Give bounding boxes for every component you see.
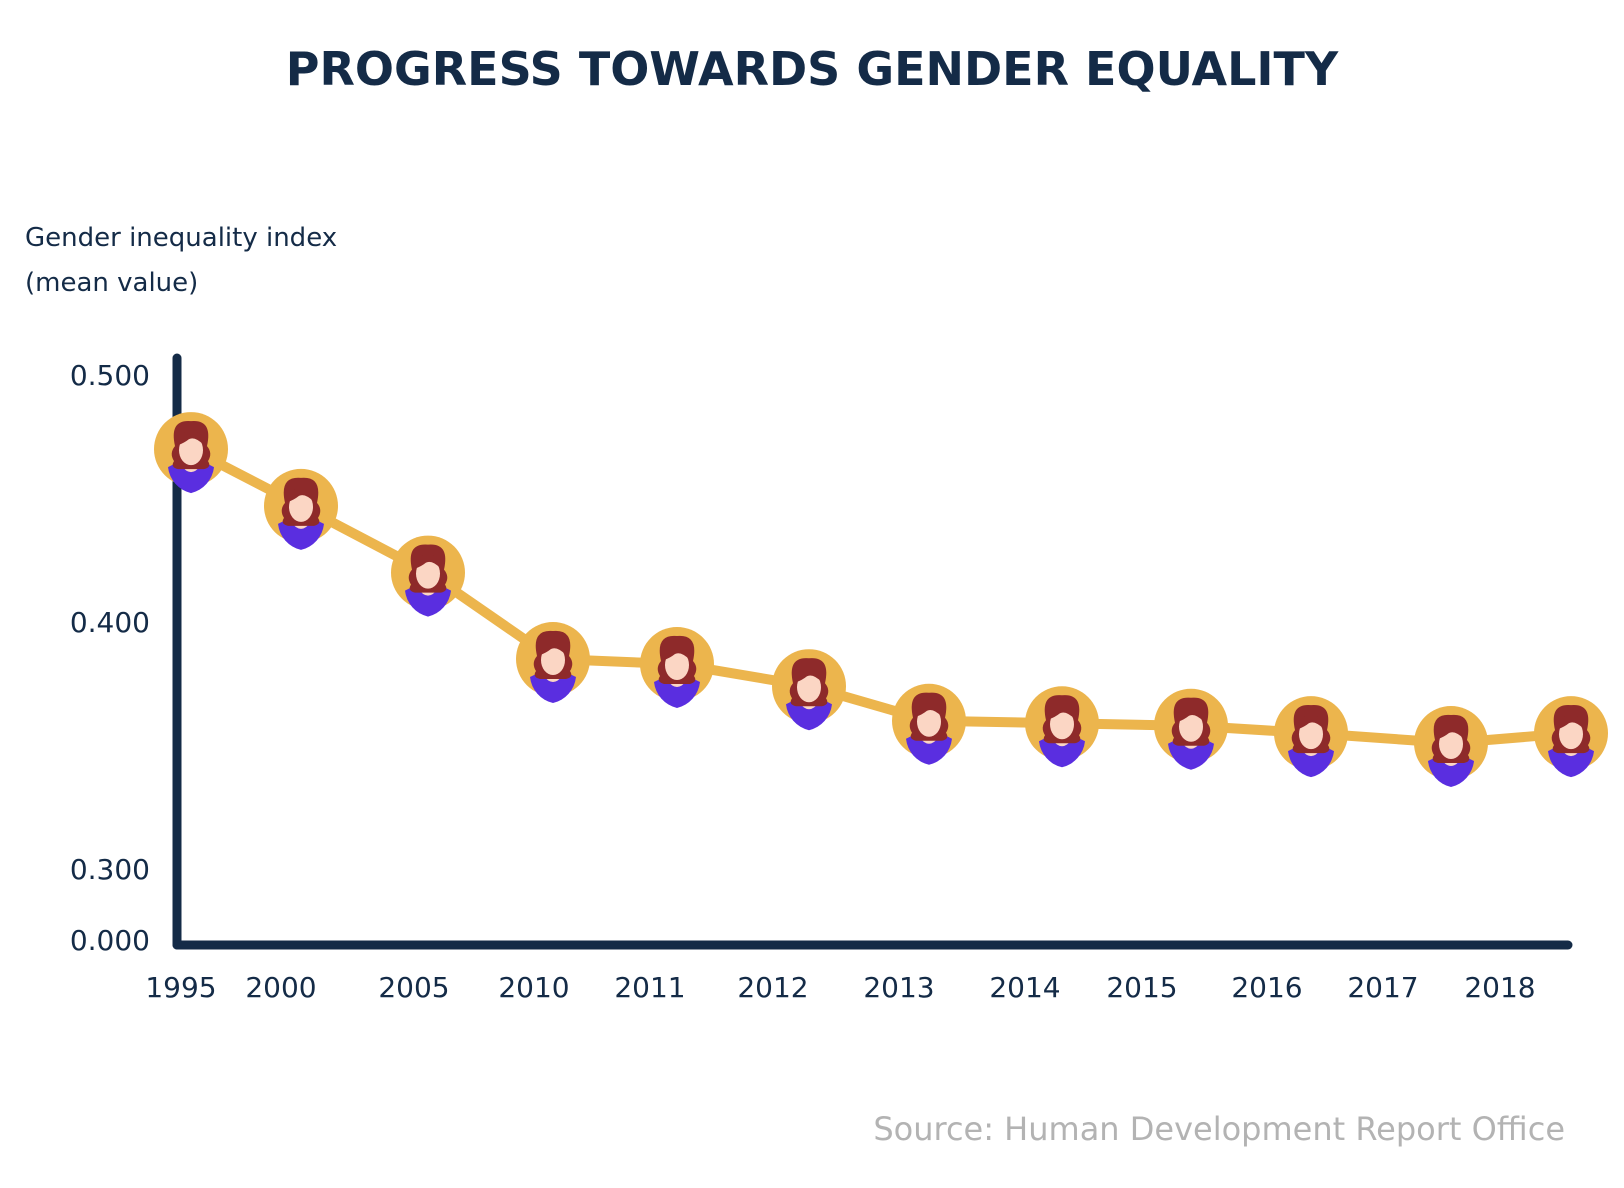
woman-avatar-icon — [772, 649, 846, 731]
x-tick-label: 2010 — [498, 971, 569, 1004]
woman-avatar-icon — [1534, 696, 1608, 778]
x-tick-label: 1995 — [145, 971, 216, 1004]
woman-avatar-icon — [1025, 686, 1099, 768]
axes — [172, 353, 1573, 950]
woman-avatar-icon — [892, 683, 966, 765]
woman-avatar-icon — [391, 535, 465, 617]
woman-avatar-icon — [1414, 706, 1488, 788]
x-tick-label: 2016 — [1231, 971, 1302, 1004]
series-line — [186, 444, 1576, 749]
woman-avatar-icon — [516, 622, 590, 704]
source-note: Source: Human Development Report Office — [873, 1110, 1565, 1148]
y-tick-label: 0.300 — [70, 853, 150, 886]
x-tick-label: 2012 — [737, 971, 808, 1004]
series-polyline — [186, 444, 1576, 749]
woman-avatar-icon — [1274, 696, 1348, 778]
woman-avatar-icon — [264, 468, 338, 550]
x-tick-label: 2017 — [1347, 971, 1418, 1004]
x-tick-label: 2000 — [245, 971, 316, 1004]
y-tick-label: 0.500 — [70, 359, 150, 392]
woman-avatar-icon — [154, 412, 228, 494]
x-tick-label: 2014 — [989, 971, 1060, 1004]
woman-avatar-icon — [1154, 688, 1228, 770]
y-tick-label: 0.400 — [70, 606, 150, 639]
x-tick-label: 2005 — [378, 971, 449, 1004]
y-tick-label: 0.000 — [70, 924, 150, 957]
x-tick-label: 2018 — [1464, 971, 1535, 1004]
y-axis-label-line-2: (mean value) — [25, 268, 198, 298]
x-tick-label: 2011 — [614, 971, 685, 1004]
woman-avatar-icon — [640, 626, 714, 708]
chart-title: PROGRESS TOWARDS GENDER EQUALITY — [286, 42, 1339, 96]
x-tick-label: 2015 — [1106, 971, 1177, 1004]
x-tick-label: 2013 — [863, 971, 934, 1004]
y-axis-label-line-1: Gender inequality index — [25, 223, 337, 253]
x-tick-labels: 1995 2000 2005 2010 2011 2012 2013 2014 2015 2016… — [145, 971, 1535, 1004]
markers — [154, 412, 1608, 788]
y-tick-labels: 0.500 0.400 0.300 0.000 — [70, 359, 150, 957]
